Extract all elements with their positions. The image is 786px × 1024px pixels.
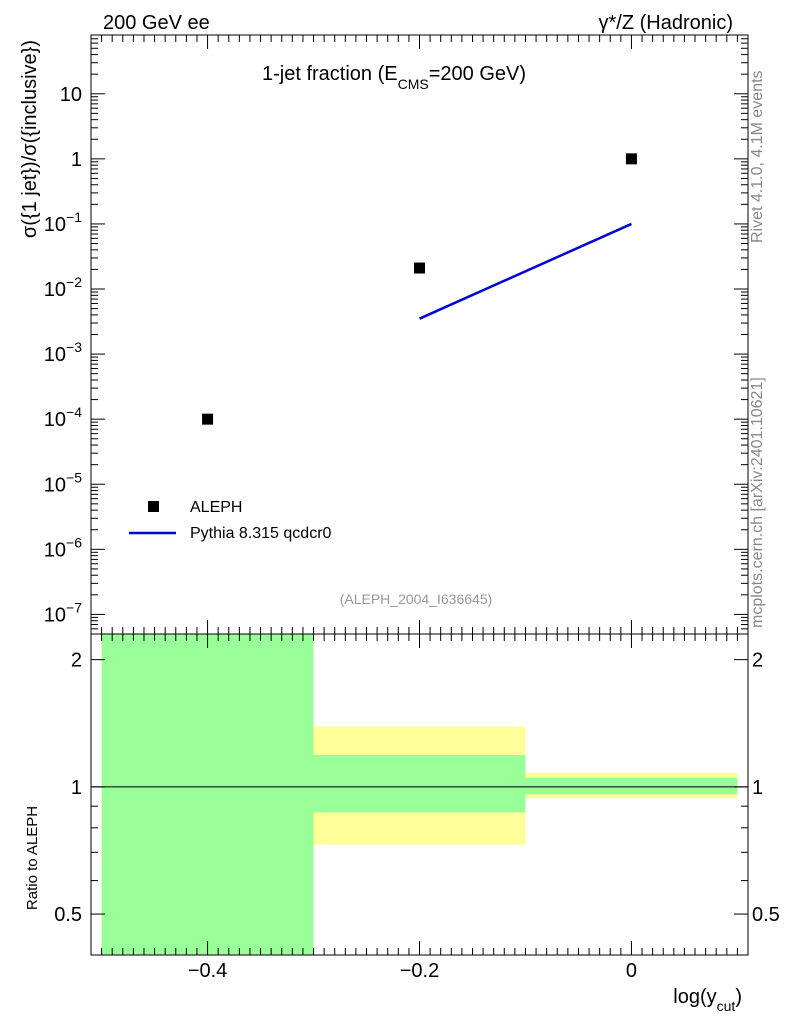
main-y-tick-label: 10−3 [44,339,82,366]
main-title-sub: CMS [398,76,429,92]
ratio-y-tick-label: 1 [71,777,82,799]
main-y-tick-label: 10−5 [44,469,82,496]
x-axis-label-main: log(y [673,986,716,1008]
ratio-ylabel: Ratio to ALEPH [24,806,41,910]
ratio-band-green [525,777,738,795]
main-y-tick-label: 10−4 [44,404,82,431]
ratio-y-tick-label: 0.5 [54,904,82,926]
x-tick-label: −0.4 [188,960,227,982]
main-ylabel: σ({1 jet})/σ({inclusive}) [19,40,41,238]
header-right: γ*/Z (Hadronic) [599,12,733,34]
rivet-label: Rivet 4.1.0, 4.1M events [749,70,766,243]
mcplots-label: mcplots.cern.ch [arXiv:2401.10621] [749,377,766,628]
main-y-tick-label: 10−6 [44,534,82,561]
main-y-tick-label-exp: −6 [66,534,82,550]
x-tick-label: −0.2 [400,960,439,982]
main-y-tick-label-base: 1 [71,149,82,171]
main-y-tick-label-base: 10 [44,474,66,496]
x-axis-label-sub: cut [717,998,736,1014]
legend: ALEPH Pythia 8.315 qcdcr0 [129,499,332,542]
main-y-tick-label-base: 10 [44,539,66,561]
header-left: 200 GeV ee [103,12,210,34]
main-y-tick-label: 10−7 [44,599,82,626]
main-plot-frame [90,34,749,635]
ratio-y-tick-label: 2 [71,650,82,672]
ratio-y-tick-label-right: 2 [752,650,763,672]
main-y-tick-label-exp: −4 [66,404,82,420]
main-y-tick-label: 10−1 [44,209,82,236]
x-axis-label-tail: ) [735,986,742,1008]
main-y-tick-label-base: 10 [44,214,66,236]
ratio-band-green [101,634,314,955]
legend-aleph-label: ALEPH [190,499,242,516]
main-y-tick-label: 10−2 [44,274,82,301]
main-y-tick-label-base: 10 [44,409,66,431]
aleph-data-point [414,262,425,274]
ratio-y-tick-label-right: 0.5 [752,904,780,926]
main-y-tick-label-base: 10 [44,604,66,626]
main-y-tick-label-exp: −1 [66,209,82,225]
main-title-text: 1-jet fraction (E [262,63,398,85]
main-y-tick-label: 10 [60,84,82,106]
x-tick-label: 0 [626,960,637,982]
main-y-tick-label-exp: −3 [66,339,82,355]
analysis-id: (ALEPH_2004_I636645) [340,591,493,607]
main-y-tick-label: 1 [71,149,82,171]
main-title: 1-jet fraction (ECMS=200 GeV) [262,63,526,92]
main-title-tail: =200 GeV) [429,63,526,85]
ratio-y-tick-label-right: 1 [752,777,763,799]
aleph-data-point [625,153,637,165]
aleph-data-point [202,413,214,425]
main-y-tick-label-base: 10 [44,279,66,301]
main-y-tick-label-base: 10 [60,84,82,106]
main-y-tick-label-base: 10 [44,344,66,366]
main-y-tick-label-exp: −2 [66,274,82,290]
legend-aleph-marker [148,501,159,512]
main-y-tick-label-exp: −7 [66,599,82,615]
x-axis-label: log(ycut) [673,986,742,1014]
legend-pythia-label: Pythia 8.315 qcdcr0 [190,525,332,542]
ratio-band-green [313,754,526,813]
pythia-line [418,222,632,320]
main-y-tick-label-exp: −5 [66,469,82,485]
